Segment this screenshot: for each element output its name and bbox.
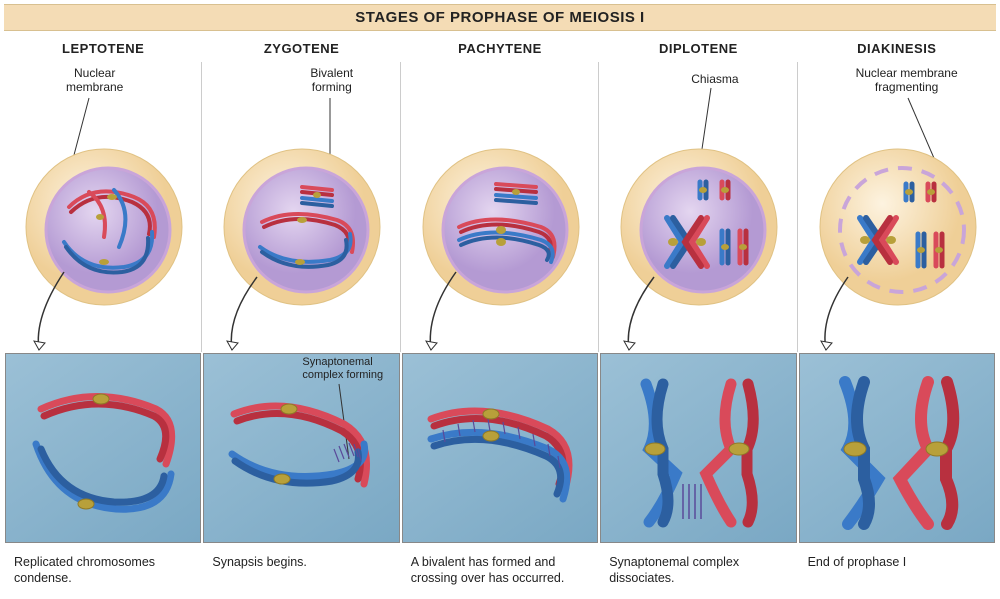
stage-header: PACHYTENE — [401, 31, 599, 62]
cell-diakinesis: Nuclear membranefragmenting — [798, 62, 996, 352]
caption: Replicated chromosomes condense. — [4, 544, 202, 599]
detail-diakinesis — [799, 353, 995, 543]
stage-header: ZYGOTENE — [202, 31, 400, 62]
detail-pachytene — [402, 353, 598, 543]
detail-diplotene — [600, 353, 796, 543]
zygotene-svg — [202, 62, 402, 352]
stage-header: LEPTOTENE — [4, 31, 202, 62]
cell-pachytene — [401, 62, 599, 352]
caption-row: Replicated chromosomes condense. Synapsi… — [4, 544, 996, 599]
cell-diplotene: Chiasma — [599, 62, 797, 352]
caption: End of prophase I — [798, 544, 996, 599]
cell-diagram-row: Nuclearmembrane — [4, 62, 996, 352]
detail-leptotene — [5, 353, 201, 543]
cell-zygotene: Bivalentforming — [202, 62, 400, 352]
stage-header: DIAKINESIS — [798, 31, 996, 62]
page-title: STAGES OF PROPHASE OF MEIOSIS I — [4, 4, 996, 31]
cell-leptotene: Nuclearmembrane — [4, 62, 202, 352]
caption: Synapsis begins. — [202, 544, 400, 599]
detail-zygotene: Synaptonemalcomplex forming — [203, 353, 399, 543]
pachytene-svg — [401, 62, 601, 352]
diakinesis-svg — [798, 62, 998, 352]
detail-row: Synaptonemalcomplex forming — [4, 352, 996, 544]
stage-header: DIPLOTENE — [599, 31, 797, 62]
diplotene-svg — [599, 62, 799, 352]
caption: Synaptonemal complex dissociates. — [599, 544, 797, 599]
stage-headers-row: LEPTOTENE ZYGOTENE PACHYTENE DIPLOTENE D… — [4, 31, 996, 62]
leptotene-svg — [4, 62, 204, 352]
caption: A bivalent has formed and crossing over … — [401, 544, 599, 599]
